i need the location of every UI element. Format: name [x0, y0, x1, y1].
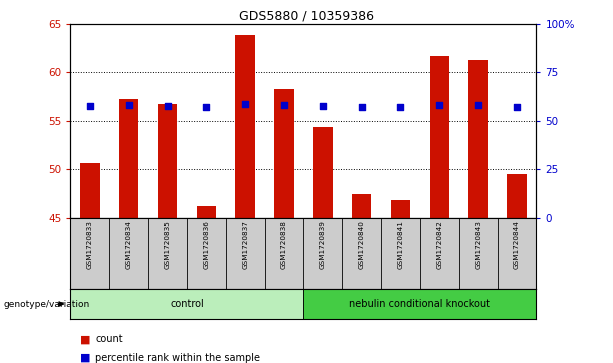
- Text: GSM1720838: GSM1720838: [281, 220, 287, 269]
- Text: percentile rank within the sample: percentile rank within the sample: [95, 352, 260, 363]
- Point: [318, 103, 328, 109]
- Bar: [119, 99, 139, 218]
- Text: count: count: [95, 334, 123, 344]
- Text: ■: ■: [80, 334, 90, 344]
- Bar: [275, 89, 294, 218]
- Text: GSM1720841: GSM1720841: [397, 220, 403, 269]
- Bar: [507, 174, 527, 218]
- Point: [124, 102, 134, 108]
- Point: [512, 104, 522, 110]
- Text: GSM1720833: GSM1720833: [87, 220, 93, 269]
- Text: GSM1720834: GSM1720834: [126, 220, 132, 269]
- Text: genotype/variation: genotype/variation: [3, 299, 89, 309]
- Text: control: control: [170, 299, 204, 309]
- Text: GSM1720835: GSM1720835: [164, 220, 170, 269]
- Text: GSM1720840: GSM1720840: [359, 220, 365, 269]
- Bar: [352, 193, 371, 218]
- Point: [162, 103, 172, 109]
- Bar: [235, 35, 255, 218]
- Bar: [80, 163, 99, 218]
- Text: GSM1720844: GSM1720844: [514, 220, 520, 269]
- Point: [279, 102, 289, 107]
- Bar: [430, 56, 449, 218]
- Text: GSM1720842: GSM1720842: [436, 220, 443, 269]
- Bar: [468, 61, 488, 218]
- Text: nebulin conditional knockout: nebulin conditional knockout: [349, 299, 490, 309]
- Text: ■: ■: [80, 352, 90, 363]
- Point: [202, 104, 211, 110]
- Bar: [158, 104, 177, 218]
- Text: GSM1720837: GSM1720837: [242, 220, 248, 269]
- Point: [357, 104, 367, 110]
- Point: [85, 103, 95, 109]
- Text: GSM1720839: GSM1720839: [320, 220, 326, 269]
- Bar: [303, 289, 536, 319]
- Point: [435, 102, 444, 108]
- Bar: [70, 289, 303, 319]
- Text: GSM1720843: GSM1720843: [475, 220, 481, 269]
- Point: [240, 102, 250, 107]
- Bar: [391, 200, 410, 218]
- Point: [473, 102, 483, 108]
- Text: GDS5880 / 10359386: GDS5880 / 10359386: [239, 9, 374, 22]
- Point: [395, 104, 405, 110]
- Bar: [313, 127, 333, 218]
- Bar: [197, 206, 216, 218]
- Text: GSM1720836: GSM1720836: [204, 220, 210, 269]
